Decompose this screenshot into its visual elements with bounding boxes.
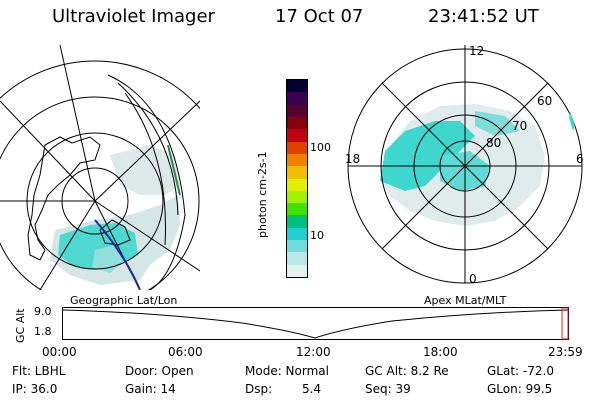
dsp-label: Dsp: xyxy=(245,382,273,396)
timeline-x-tick-0000: 00:00 xyxy=(42,345,77,359)
lat-circle xyxy=(0,60,200,110)
colorbar-segment xyxy=(287,153,307,167)
timeline-y-tick-9: 9.0 xyxy=(34,305,52,318)
colorbar-segment xyxy=(287,215,307,228)
emission-bright xyxy=(380,121,475,191)
satellite-track xyxy=(94,219,141,290)
colorbar-tick-100: 100 xyxy=(310,141,331,154)
gc-altitude: GC Alt: 8.2 Re xyxy=(365,364,449,378)
timeline-x-tick-2359: 23:59 xyxy=(548,345,583,359)
timeline-x-tick-0600: 06:00 xyxy=(168,345,203,359)
geographic-projection-label: Geographic Lat/Lon xyxy=(70,294,178,307)
colorbar-unit-label: photon cm-2s-1 xyxy=(256,151,269,238)
altitude-curve xyxy=(62,309,569,339)
lat-label-70: 70 xyxy=(512,119,527,133)
coastline xyxy=(27,136,101,261)
colorbar-segment xyxy=(287,264,307,277)
dayside-edge xyxy=(167,144,181,196)
colorbar-segment xyxy=(287,80,307,93)
lat-label-80: 80 xyxy=(486,136,501,150)
colorbar-segment xyxy=(287,178,307,191)
instrument-title: Ultraviolet Imager xyxy=(52,6,215,27)
emission-dayside xyxy=(475,111,520,136)
colorbar-segment xyxy=(287,203,307,216)
colorbar-segment xyxy=(287,240,307,253)
colorbar-segment xyxy=(287,116,307,130)
colorbar-segment xyxy=(287,104,307,117)
sequence-number: Seq: 39 xyxy=(365,382,411,396)
geographic-latitude: GLat: -72.0 xyxy=(487,364,554,378)
color-bar xyxy=(286,79,308,278)
emission-region-mid xyxy=(92,245,125,273)
coastline xyxy=(99,219,131,246)
altitude-timeline xyxy=(62,307,569,340)
mlt-label-18: 18 xyxy=(345,152,360,166)
colorbar-segment xyxy=(287,252,307,265)
ip-value: IP: 36.0 xyxy=(12,382,58,396)
apex-projection-label: Apex MLat/MLT xyxy=(424,294,507,307)
colorbar-segment xyxy=(287,141,307,154)
mlt-label-0: 0 xyxy=(469,272,477,286)
filter-value: Flt: LBHL xyxy=(12,364,66,378)
mode-value: Mode: Normal xyxy=(245,364,329,378)
dsp-value: 5.4 xyxy=(302,382,322,396)
geographic-map xyxy=(0,45,200,290)
emission-region-top xyxy=(110,145,180,195)
timeline-x-tick-1800: 18:00 xyxy=(423,345,458,359)
observation-date: 17 Oct 07 xyxy=(275,6,364,27)
current-time-marker xyxy=(561,307,569,340)
colorbar-segment xyxy=(287,166,307,179)
gain-value: Gain: 14 xyxy=(125,382,176,396)
timeline-y-tick-1.8: 1.8 xyxy=(34,325,52,338)
colorbar-segment xyxy=(287,92,307,105)
colorbar-tick-10: 10 xyxy=(310,229,324,242)
magnetic-polar-plot: 12 18 6 0 60 70 80 xyxy=(345,45,584,286)
timeline-x-tick-1200: 12:00 xyxy=(296,345,331,359)
geographic-longitude: GLon: 99.5 xyxy=(487,382,553,396)
observation-time: 23:41:52 UT xyxy=(428,6,539,27)
lat-label-60: 60 xyxy=(537,94,552,108)
colorbar-segment xyxy=(287,129,307,142)
timeline-y-label: GC Alt xyxy=(14,308,27,343)
colorbar-segment xyxy=(287,227,307,241)
lat-circle xyxy=(0,96,200,290)
mlt-label-6: 6 xyxy=(576,152,584,166)
colorbar-segment xyxy=(287,190,307,204)
door-status: Door: Open xyxy=(125,364,194,378)
mlt-label-12: 12 xyxy=(469,45,484,58)
